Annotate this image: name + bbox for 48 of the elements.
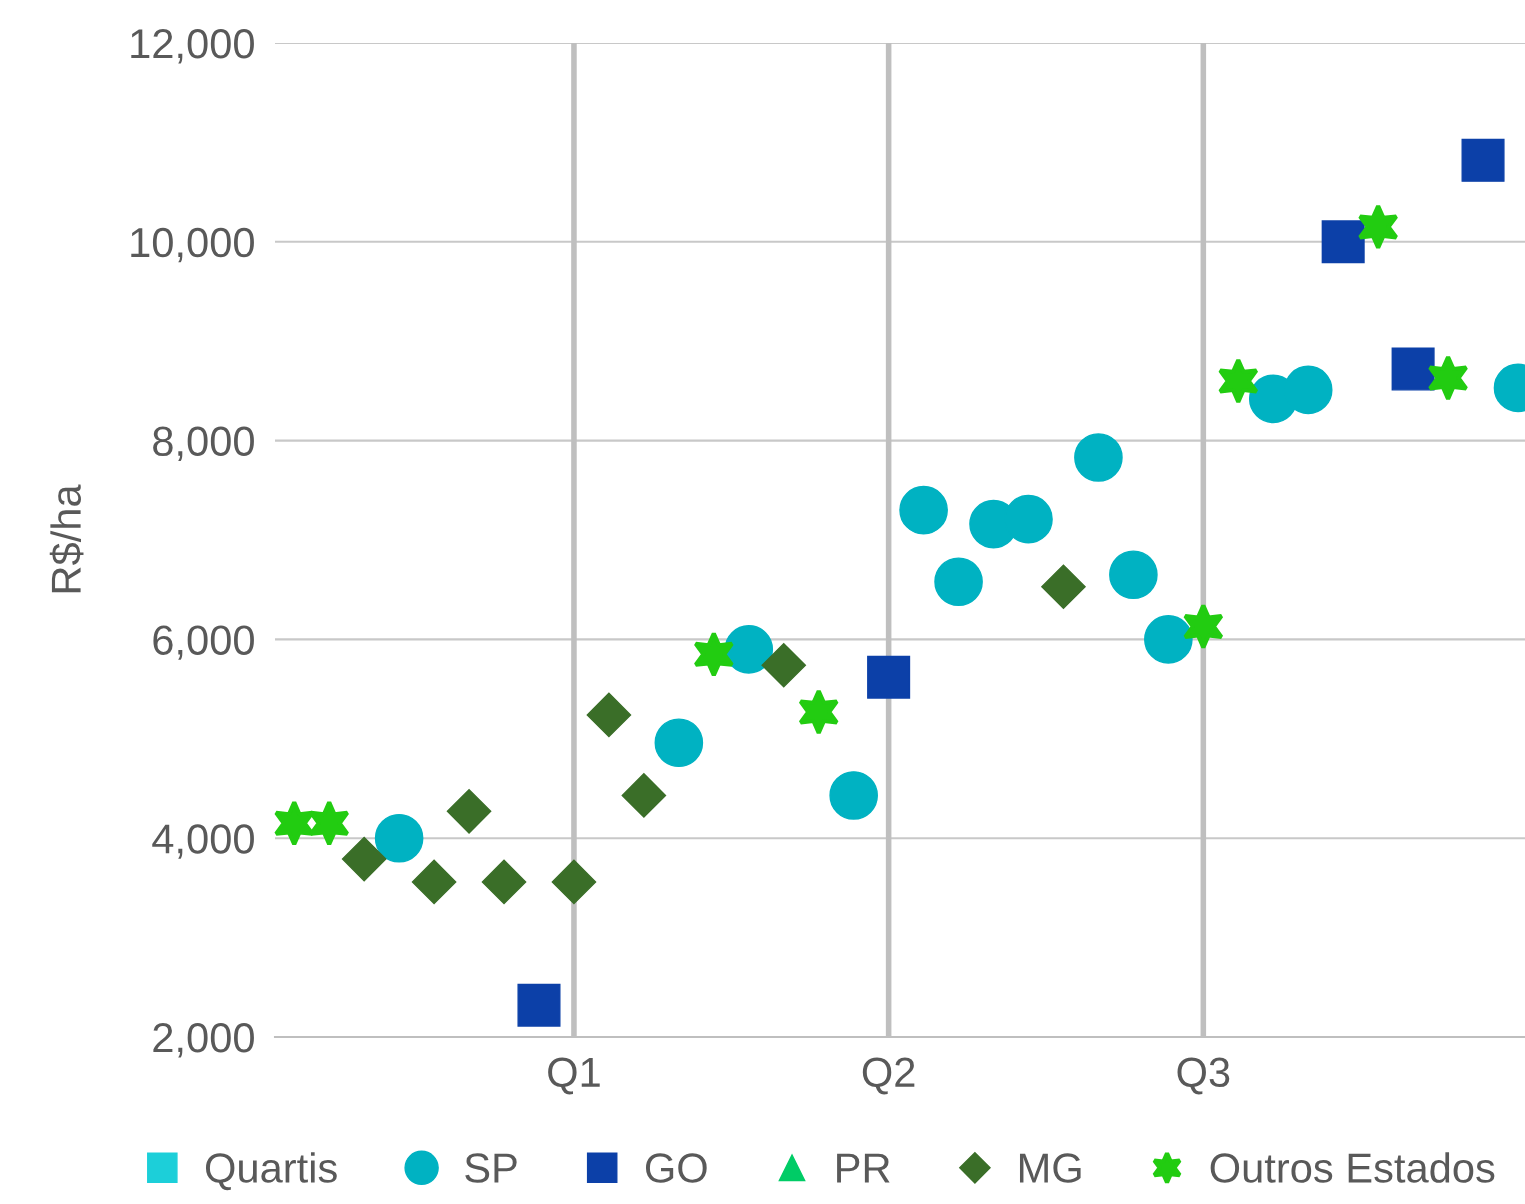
point bbox=[1041, 564, 1086, 610]
legend-label: SP bbox=[465, 1153, 517, 1183]
y-tick-label: 4,000 bbox=[152, 824, 254, 859]
point bbox=[586, 692, 632, 738]
point bbox=[1074, 433, 1123, 482]
point bbox=[829, 771, 878, 820]
point bbox=[798, 689, 839, 735]
point bbox=[1218, 358, 1259, 404]
y-tick-label: 8,000 bbox=[153, 426, 254, 462]
legend-label: Quartis bbox=[205, 1152, 337, 1191]
point bbox=[934, 557, 983, 607]
x-tick-label: Q1 bbox=[548, 1057, 600, 1095]
point bbox=[1283, 365, 1333, 415]
point bbox=[899, 485, 948, 535]
point bbox=[1144, 615, 1193, 664]
point bbox=[309, 800, 350, 847]
point bbox=[446, 789, 492, 834]
point bbox=[1109, 550, 1158, 600]
x-tick-label: Q3 bbox=[1177, 1057, 1230, 1095]
point bbox=[693, 631, 734, 678]
y-tick-label: 6,000 bbox=[153, 625, 254, 660]
point bbox=[1427, 355, 1469, 401]
point bbox=[761, 642, 807, 688]
x-tick-label: Q2 bbox=[862, 1057, 915, 1095]
y-tick-label: 10,000 bbox=[131, 227, 254, 263]
point bbox=[411, 859, 457, 905]
point bbox=[1183, 603, 1224, 650]
point bbox=[1391, 347, 1435, 391]
point bbox=[724, 625, 774, 674]
point bbox=[867, 655, 911, 699]
point bbox=[481, 859, 527, 905]
point bbox=[654, 718, 704, 768]
y-tick-label: 12,000 bbox=[131, 29, 254, 64]
point bbox=[274, 800, 315, 847]
point bbox=[621, 773, 667, 818]
legend-label: MG bbox=[1019, 1153, 1081, 1183]
point bbox=[1461, 138, 1505, 182]
point bbox=[1358, 203, 1399, 250]
point bbox=[551, 859, 597, 905]
point bbox=[341, 836, 387, 882]
legend-label: Outros Estados bbox=[1210, 1152, 1495, 1183]
point bbox=[1321, 220, 1365, 264]
y-axis-title: R$/ha bbox=[49, 484, 84, 593]
point bbox=[374, 813, 424, 863]
y-tick-label: 2,000 bbox=[153, 1023, 254, 1058]
legend-label: GO bbox=[645, 1153, 707, 1183]
point bbox=[517, 983, 561, 1027]
legend-label: PR bbox=[837, 1153, 890, 1183]
